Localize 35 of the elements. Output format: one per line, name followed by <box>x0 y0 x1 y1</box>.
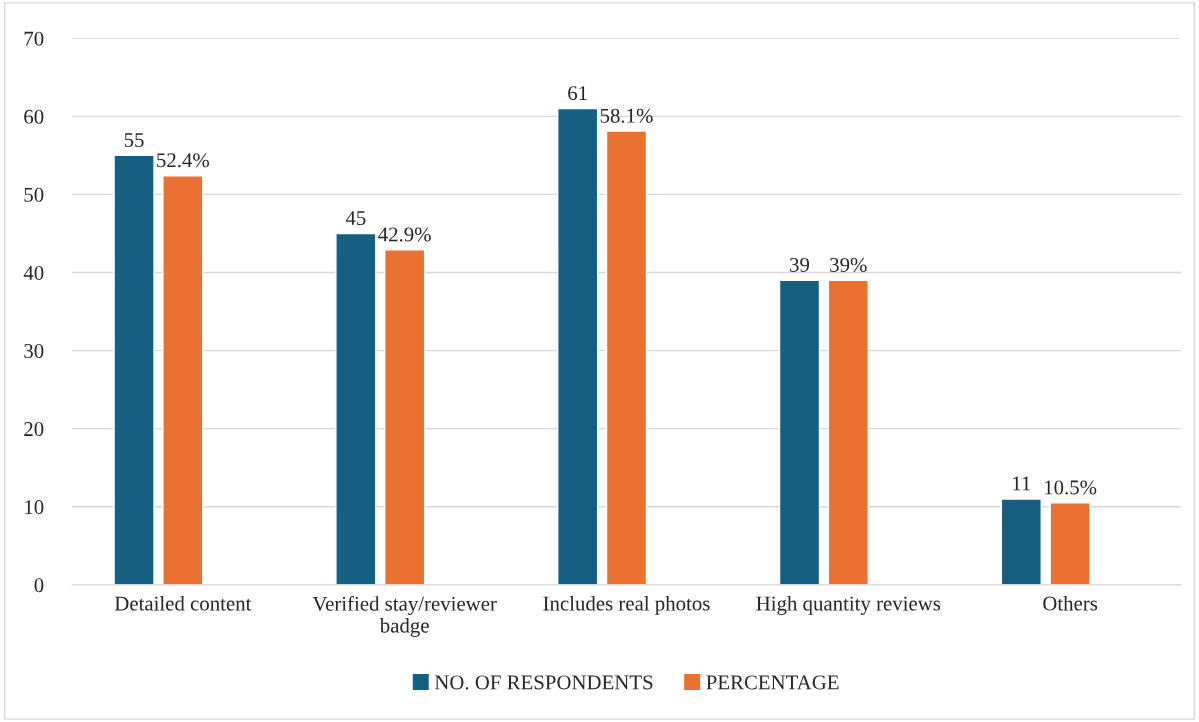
x-tick-label: High quantity reviews <box>756 595 941 615</box>
bar <box>113 154 155 585</box>
x-tick-label: Includes real photos <box>543 595 710 615</box>
y-tick-label: 60 <box>24 109 44 124</box>
bar <box>1049 502 1091 585</box>
y-tick-label: 30 <box>24 343 44 359</box>
legend-label: PERCENTAGE <box>706 675 839 690</box>
y-tick-label: 50 <box>24 187 44 202</box>
x-tick-label: Detailed content <box>114 595 252 611</box>
data-label: 45 <box>345 211 366 226</box>
data-label: 11 <box>1013 476 1031 491</box>
data-label: 55 <box>124 133 144 147</box>
data-label: 39 <box>790 257 810 272</box>
data-label: 10.5% <box>1045 480 1097 495</box>
data-label: 39% <box>830 257 867 272</box>
y-tick-label: 20 <box>24 422 44 437</box>
legend-label: NO. OF RESPONDENTS <box>434 675 653 690</box>
bar <box>778 279 821 585</box>
bar <box>162 174 204 585</box>
data-label: 61 <box>568 86 587 101</box>
bar <box>384 249 426 585</box>
data-label: 52.4% <box>157 153 210 168</box>
data-label: 58.1% <box>600 108 653 123</box>
y-tick-label: 0 <box>34 578 44 593</box>
x-tick-label: Verified stay/reviewer badge <box>312 595 497 637</box>
y-tick-label: 10 <box>25 500 44 515</box>
bar <box>1000 498 1042 585</box>
y-tick-label: 40 <box>23 265 44 280</box>
data-label: 42.9% <box>378 227 431 242</box>
bar <box>557 107 599 585</box>
bar <box>605 130 648 585</box>
bar <box>335 232 377 585</box>
x-tick-label: Others <box>1043 595 1098 611</box>
y-tick-label: 70 <box>24 31 44 46</box>
bar <box>827 279 869 585</box>
